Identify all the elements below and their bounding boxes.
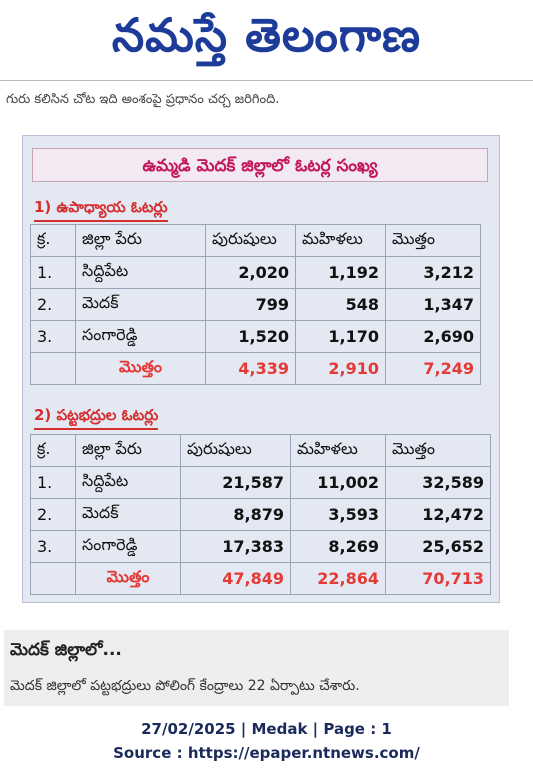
table-title: ఉమ్మడి మెదక్ జిల్లాలో ఓటర్ల సంఖ్య (32, 148, 488, 182)
section-heading: 1) ఉపాధ్యాయ ఓటర్లు (34, 198, 168, 222)
empty-cell (30, 562, 76, 595)
data-table: క్ర. జిల్లా పేరు పురుషులు మహిళలు మొత్తం 1. సిద… (30, 434, 491, 595)
row-label: సంగారెడ్డి (75, 320, 206, 353)
column-header: మొత్తం (385, 224, 481, 257)
total-value: 4,339 (205, 352, 296, 385)
cell-value: 8,269 (290, 530, 386, 563)
cell-value: 2,020 (205, 256, 296, 289)
empty-cell (30, 352, 76, 385)
row-label: మెదక్ (75, 288, 206, 321)
data-row: 3. సంగారెడ్డి 17,383 8,269 25,652 (30, 530, 491, 563)
row-label: 2. (30, 288, 76, 321)
row-label: మెదక్ (75, 498, 181, 531)
rule (0, 80, 533, 81)
total-value: 47,849 (180, 562, 291, 595)
total-row: మొత్తం 47,849 22,864 70,713 (30, 562, 491, 595)
cell-value: 799 (205, 288, 296, 321)
row-label: 2. (30, 498, 76, 531)
column-header: జిల్లా పేరు (75, 224, 206, 257)
total-label: మొత్తం (75, 352, 206, 385)
cell-value: 32,589 (385, 466, 491, 499)
masthead: నమస్తే తెలంగాణ (111, 8, 422, 62)
total-value: 22,864 (290, 562, 386, 595)
column-header: మహిళలు (290, 434, 386, 467)
cell-value: 1,170 (295, 320, 386, 353)
total-label: మొత్తం (75, 562, 181, 595)
column-header: మహిళలు (295, 224, 386, 257)
data-row: 2. మెదక్ 8,879 3,593 12,472 (30, 498, 491, 531)
data-row: 3. సంగారెడ్డి 1,520 1,170 2,690 (30, 320, 481, 353)
row-label: 1. (30, 256, 76, 289)
cell-value: 17,383 (180, 530, 291, 563)
cell-value: 25,652 (385, 530, 491, 563)
cell-value: 3,593 (290, 498, 386, 531)
row-label: సిద్దిపేట (75, 256, 206, 289)
cell-value: 3,212 (385, 256, 481, 289)
column-header: క్ర. (30, 434, 76, 467)
column-header: జిల్లా పేరు (75, 434, 181, 467)
row-label: సిద్దిపేట (75, 466, 181, 499)
total-value: 2,910 (295, 352, 386, 385)
box-heading: మెదక్ జిల్లాలో... (10, 640, 122, 660)
box-text: మెదక్ జిల్లాలో పట్టభద్రులు పోలింగ్ కేంద్… (10, 678, 360, 694)
header-row: క్ర. జిల్లా పేరు పురుషులు మహిళలు మొత్తం (30, 224, 481, 257)
cell-value: 1,347 (385, 288, 481, 321)
data-row: 1. సిద్దిపేట 21,587 11,002 32,589 (30, 466, 491, 499)
column-header: క్ర. (30, 224, 76, 257)
footer-source: Source : https://epaper.ntnews.com/ (113, 744, 420, 762)
cell-value: 12,472 (385, 498, 491, 531)
cell-value: 2,690 (385, 320, 481, 353)
row-label: సంగారెడ్డి (75, 530, 181, 563)
data-row: 1. సిద్దిపేట 2,020 1,192 3,212 (30, 256, 481, 289)
column-header: పురుషులు (180, 434, 291, 467)
data-table: క్ర. జిల్లా పేరు పురుషులు మహిళలు మొత్తం 1. సిద… (30, 224, 481, 385)
cell-value: 548 (295, 288, 386, 321)
section-heading: 2) పట్టభద్రుల ఓటర్లు (34, 406, 159, 430)
row-label: 3. (30, 530, 76, 563)
info-box (4, 630, 509, 706)
total-value: 7,249 (385, 352, 481, 385)
cut-line: గురు కలిసిన చోట ఇది అంశంపై ప్రధానం చర్చ … (6, 92, 280, 107)
header-row: క్ర. జిల్లా పేరు పురుషులు మహిళలు మొత్తం (30, 434, 491, 467)
footer-date: 27/02/2025 | Medak | Page : 1 (141, 720, 392, 738)
cell-value: 21,587 (180, 466, 291, 499)
cell-value: 11,002 (290, 466, 386, 499)
total-value: 70,713 (385, 562, 491, 595)
data-row: 2. మెదక్ 799 548 1,347 (30, 288, 481, 321)
column-header: పురుషులు (205, 224, 296, 257)
cell-value: 1,520 (205, 320, 296, 353)
row-label: 1. (30, 466, 76, 499)
cell-value: 8,879 (180, 498, 291, 531)
total-row: మొత్తం 4,339 2,910 7,249 (30, 352, 481, 385)
row-label: 3. (30, 320, 76, 353)
column-header: మొత్తం (385, 434, 491, 467)
cell-value: 1,192 (295, 256, 386, 289)
